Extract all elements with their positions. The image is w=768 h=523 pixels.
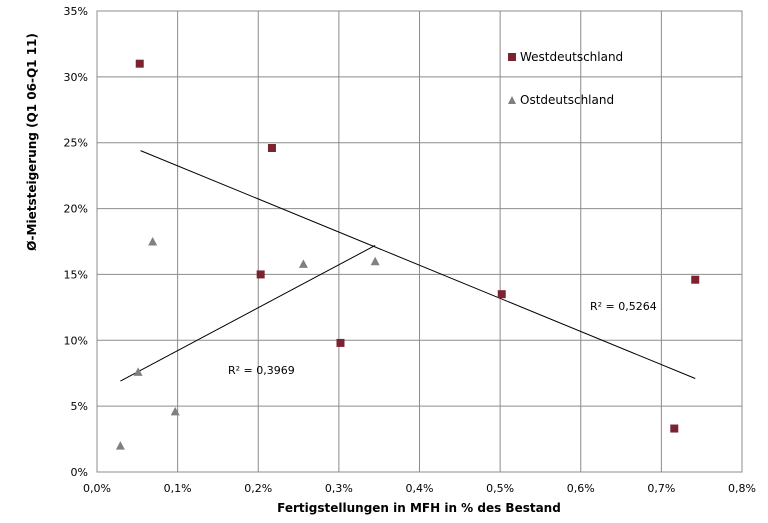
plot-area-border (96, 10, 743, 473)
y-axis-ticks: 0% 5% 10% 15% 20% 25% 30% 35% (64, 5, 88, 479)
y-tick-label: 20% (64, 203, 88, 216)
y-tick-label: 25% (64, 137, 88, 150)
x-tick-label: 0,5% (486, 482, 514, 495)
r2-label-westdeutschland: R² = 0,5264 (590, 300, 657, 313)
point-westdeutschland (691, 275, 700, 284)
point-westdeutschland (256, 270, 265, 279)
x-tick-label: 0,0% (83, 482, 111, 495)
point-ostdeutschland (298, 259, 308, 268)
y-tick-label: 0% (71, 466, 88, 479)
legend-marker-westdeutschland (508, 53, 516, 61)
point-ostdeutschland (115, 441, 125, 450)
x-tick-label: 0,3% (325, 482, 353, 495)
x-axis-title: Fertigstellungen in MFH in % des Bestand (277, 501, 561, 515)
x-tick-label: 0,8% (728, 482, 756, 495)
point-ostdeutschland (148, 237, 158, 246)
y-tick-label: 35% (64, 5, 88, 18)
y-tick-label: 30% (64, 71, 88, 84)
y-tick-label: 15% (64, 268, 88, 281)
legend: Westdeutschland Ostdeutschland (508, 50, 623, 107)
r2-label-ostdeutschland: R² = 0,3969 (228, 364, 295, 377)
trendline-ostdeutschland (120, 245, 376, 382)
point-ostdeutschland (133, 367, 143, 376)
x-tick-label: 0,4% (406, 482, 434, 495)
x-tick-label: 0,7% (647, 482, 675, 495)
legend-label-ostdeutschland: Ostdeutschland (520, 93, 614, 107)
x-tick-label: 0,2% (244, 482, 272, 495)
legend-label-westdeutschland: Westdeutschland (520, 50, 623, 64)
trendlines (120, 150, 696, 382)
point-ostdeutschland (170, 406, 180, 416)
x-axis-ticks: 0,0% 0,1% 0,2% 0,3% 0,4% 0,5% 0,6% 0,7% 0,8% (83, 482, 756, 495)
point-westdeutschland (497, 290, 506, 299)
trendline-westdeutschland (140, 150, 696, 379)
grid-lines (96, 10, 743, 473)
y-axis-title: Ø-Mietsteigerung (Q1 06-Q1 11) (25, 33, 39, 251)
x-tick-label: 0,6% (567, 482, 595, 495)
point-westdeutschland (135, 59, 144, 68)
legend-marker-ostdeutschland (508, 96, 516, 104)
y-tick-label: 5% (71, 400, 88, 413)
point-westdeutschland (336, 338, 345, 347)
point-ostdeutschland (370, 256, 380, 266)
point-westdeutschland (267, 143, 276, 152)
x-tick-label: 0,1% (164, 482, 192, 495)
data-points (115, 59, 700, 450)
y-tick-label: 10% (64, 334, 88, 347)
point-westdeutschland (670, 424, 679, 433)
